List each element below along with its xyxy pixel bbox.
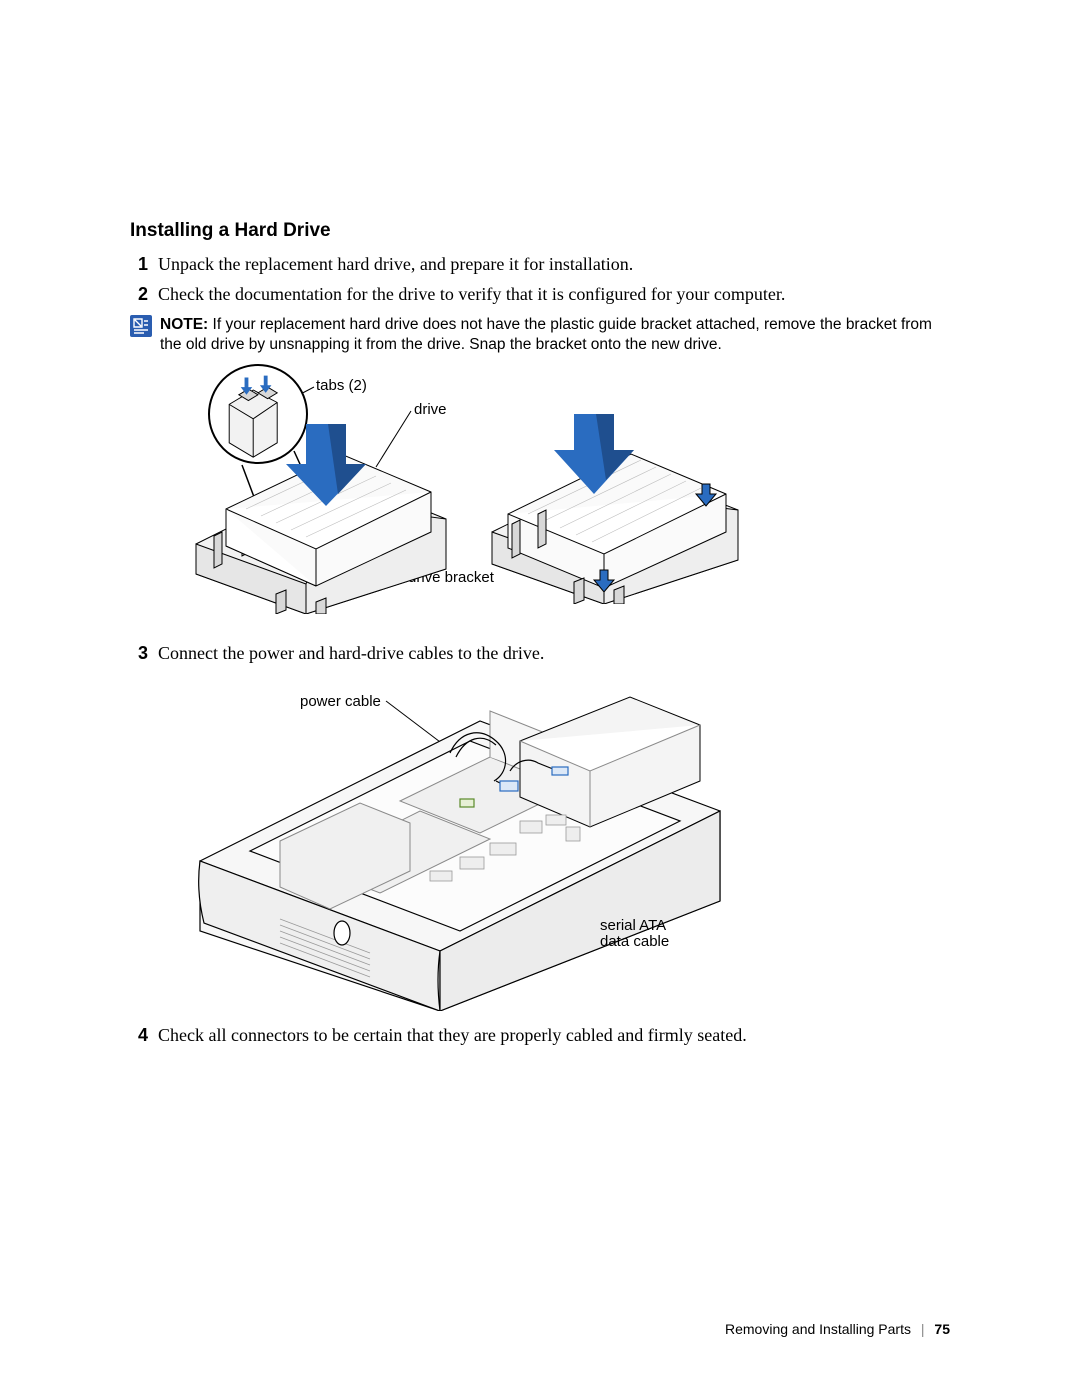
drive-assembly-right: [486, 414, 746, 594]
note-label: NOTE:: [160, 316, 208, 333]
section-heading: Installing a Hard Drive: [130, 220, 950, 242]
note-text: NOTE: If your replacement hard drive doe…: [160, 315, 950, 355]
note-body: If your replacement hard drive does not …: [160, 316, 932, 353]
drive-assembly-left: [186, 424, 456, 604]
step-1: 1 Unpack the replacement hard drive, and…: [130, 252, 950, 276]
step-text: Check all connectors to be certain that …: [158, 1023, 950, 1047]
footer-section: Removing and Installing Parts: [725, 1321, 911, 1337]
step-text: Check the documentation for the drive to…: [158, 282, 950, 306]
figure-connect-cables: power cable serial ATA data cable: [160, 671, 780, 1001]
figure-drive-bracket: tabs (2) drive drive bracket: [186, 369, 756, 619]
step-number: 1: [130, 252, 158, 276]
label-sata-1: serial ATA: [600, 917, 666, 934]
step-number: 2: [130, 282, 158, 306]
step-4: 4 Check all connectors to be certain tha…: [130, 1023, 950, 1047]
footer-separator: |: [915, 1321, 931, 1337]
step-text: Unpack the replacement hard drive, and p…: [158, 252, 950, 276]
step-text: Connect the power and hard-drive cables …: [158, 641, 950, 665]
note-block: NOTE: If your replacement hard drive doe…: [130, 315, 950, 355]
label-tabs: tabs (2): [316, 377, 367, 394]
label-sata-2: data cable: [600, 933, 669, 950]
step-3: 3 Connect the power and hard-drive cable…: [130, 641, 950, 665]
footer-page-number: 75: [934, 1321, 950, 1337]
step-number: 4: [130, 1023, 158, 1047]
label-power-cable: power cable: [300, 693, 381, 710]
label-drive: drive: [414, 401, 447, 418]
step-2: 2 Check the documentation for the drive …: [130, 282, 950, 306]
step-number: 3: [130, 641, 158, 665]
chassis-illustration: [160, 671, 780, 1011]
page-footer: Removing and Installing Parts | 75: [725, 1321, 950, 1337]
note-icon: [130, 315, 152, 337]
